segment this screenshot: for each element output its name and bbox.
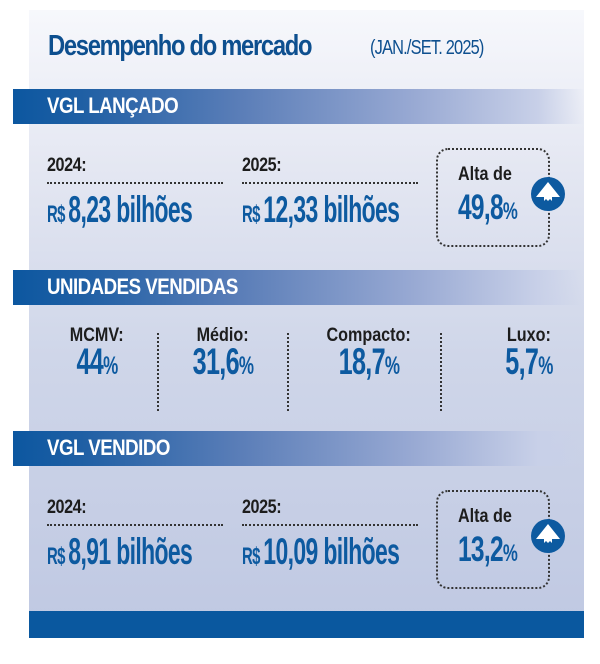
currency: R$: [47, 201, 69, 228]
currency: R$: [242, 543, 264, 570]
unit-percent: %: [238, 352, 254, 380]
year-value: R$ 10,09 bilhões: [242, 531, 400, 573]
section-header-unidades-vendidas: UNIDADES VENDIDAS: [13, 270, 584, 305]
unit-number: 44: [76, 341, 104, 382]
unit-label: MCMV:: [70, 325, 124, 346]
unit-label: Médio:: [196, 325, 250, 346]
section-heading: VGL VENDIDO: [47, 435, 170, 460]
vgl-vendido-2025: 2025: R$ 10,09 bilhões: [242, 497, 418, 572]
change-number: 13,2: [458, 530, 504, 569]
dotted-divider: [47, 182, 223, 184]
unit-value: 44%: [63, 341, 131, 383]
vgl-vendido-2024: 2024: R$ 8,91 bilhões: [47, 497, 223, 572]
dotted-divider: [242, 524, 418, 526]
dotted-separator: [440, 333, 442, 411]
change-box-vgl-lancado: Alta de 49,8%: [436, 148, 550, 247]
arrow-up-circle-icon: [531, 177, 565, 211]
unit-number: 31,6: [192, 341, 240, 382]
section-header-vgl-lancado: VGL LANÇADO: [13, 89, 584, 124]
year-label: 2025:: [242, 155, 282, 176]
unit-value: 5,7%: [495, 341, 563, 383]
unit-value: 31,6%: [189, 341, 257, 383]
unit-number: 5,7: [505, 341, 539, 382]
unit-percent: %: [538, 352, 553, 380]
title-main: Desempenho do mercado: [48, 30, 312, 62]
year-value: R$ 12,33 bilhões: [242, 189, 400, 231]
change-value: 49,8%: [458, 188, 518, 228]
arrow-up-circle-icon: [531, 519, 565, 553]
unit-value: 18,7%: [328, 341, 410, 383]
title-period: (JAN./SET. 2025): [370, 37, 484, 59]
amount: 8,23 bilhões: [68, 189, 193, 230]
vgl-lancado-2025: 2025: R$ 12,33 bilhões: [242, 155, 418, 230]
change-unit: %: [502, 540, 518, 567]
change-label: Alta de: [458, 506, 512, 527]
unit-medio: Médio: 31,6%: [173, 325, 273, 383]
change-value: 13,2%: [458, 530, 518, 570]
change-number: 49,8: [458, 188, 504, 227]
dotted-divider: [242, 182, 418, 184]
unit-percent: %: [103, 352, 118, 380]
amount: 10,09 bilhões: [263, 531, 400, 572]
units-row: MCMV: 44% Médio: 31,6% Compacto: 18,7% L…: [29, 325, 584, 405]
year-label: 2025:: [242, 497, 282, 518]
unit-percent: %: [384, 352, 400, 380]
section-heading: UNIDADES VENDIDAS: [47, 274, 238, 299]
change-label: Alta de: [458, 164, 512, 185]
unit-compacto: Compacto: 18,7%: [309, 325, 429, 383]
year-value: R$ 8,91 bilhões: [47, 531, 193, 573]
page-title: Desempenho do mercado (JAN./SET. 2025): [48, 30, 484, 63]
section-header-vgl-vendido: VGL VENDIDO: [13, 431, 584, 466]
vgl-lancado-2024: 2024: R$ 8,23 bilhões: [47, 155, 223, 230]
year-label: 2024:: [47, 155, 87, 176]
unit-mcmv: MCMV: 44%: [47, 325, 147, 383]
dotted-separator: [287, 333, 289, 411]
footer-bar: [29, 611, 584, 638]
year-label: 2024:: [47, 497, 87, 518]
dotted-separator: [157, 333, 159, 411]
currency: R$: [47, 543, 69, 570]
dotted-divider: [47, 524, 223, 526]
amount: 8,91 bilhões: [68, 531, 193, 572]
unit-label: Compacto:: [326, 325, 412, 346]
unit-number: 18,7: [338, 341, 386, 382]
unit-label: Luxo:: [507, 325, 551, 346]
amount: 12,33 bilhões: [263, 189, 400, 230]
change-unit: %: [502, 198, 518, 225]
section-heading: VGL LANÇADO: [47, 93, 179, 118]
change-box-vgl-vendido: Alta de 13,2%: [436, 490, 550, 589]
unit-luxo: Luxo: 5,7%: [479, 325, 579, 383]
currency: R$: [242, 201, 264, 228]
year-value: R$ 8,23 bilhões: [47, 189, 193, 231]
